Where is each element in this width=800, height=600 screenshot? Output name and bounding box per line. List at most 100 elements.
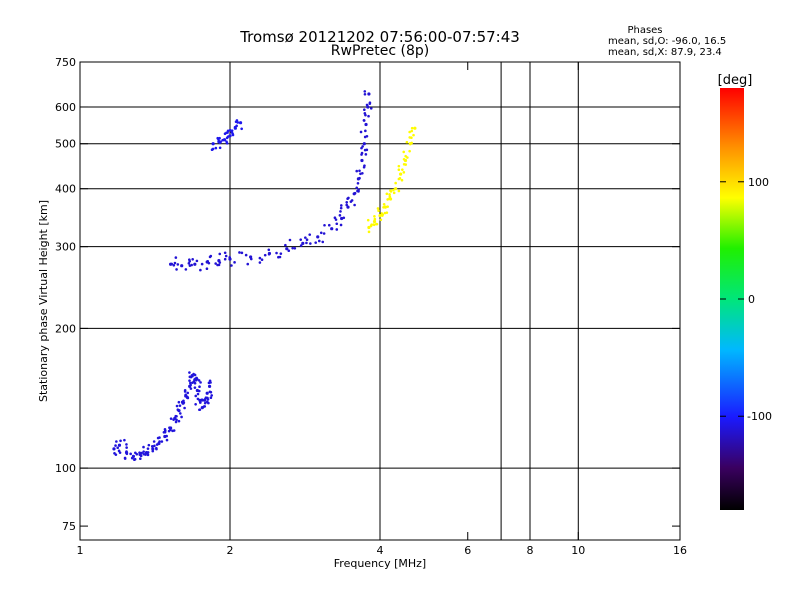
data-point-interp [186, 395, 189, 399]
data-point [124, 450, 129, 455]
data-point-interp [355, 186, 359, 190]
data-point-interp [174, 256, 178, 259]
data-point-interp [412, 133, 415, 137]
data-point [394, 187, 398, 191]
data-point-interp [206, 259, 210, 263]
data-point [356, 177, 360, 181]
data-point [205, 391, 209, 395]
data-point-interp [394, 181, 397, 185]
data-point-interp [221, 138, 224, 142]
data-point-interp [235, 119, 239, 122]
data-point-interp [392, 188, 395, 192]
data-point-interp [260, 258, 264, 262]
data-point-interp [375, 222, 378, 226]
data-point-interp [142, 450, 145, 453]
data-point-interp [333, 216, 337, 220]
data-point-interp [206, 396, 209, 400]
data-point-interp [187, 262, 191, 265]
data-point-interp [175, 268, 178, 271]
data-point-interp [189, 387, 193, 390]
data-point-interp [406, 156, 409, 159]
data-point-interp [155, 446, 158, 450]
data-point-interp [119, 439, 122, 443]
data-point [203, 398, 207, 402]
data-point-interp [361, 145, 364, 148]
x-tick-label: 2 [227, 544, 234, 557]
data-point-interp [380, 214, 384, 217]
data-point-interp [367, 114, 370, 118]
data-point-interp [345, 203, 349, 207]
data-point [352, 192, 356, 196]
data-point-interp [194, 402, 197, 406]
data-point-interp [346, 197, 349, 201]
data-point-interp [291, 246, 294, 250]
data-point-interp [214, 146, 218, 150]
data-point-interp [240, 127, 243, 131]
data-point-interp [401, 168, 404, 171]
data-point-interp [363, 90, 367, 93]
data-point-interp [380, 212, 384, 215]
data-point-interp [199, 268, 202, 272]
data-point-interp [278, 255, 282, 259]
data-point-interp [197, 379, 201, 382]
data-point-interp [183, 406, 186, 410]
data-point-interp [191, 257, 194, 261]
data-point-interp [180, 400, 184, 404]
data-point-interp [168, 426, 171, 430]
data-point-interp [402, 150, 406, 154]
data-point-interp [410, 136, 413, 140]
data-point [388, 197, 393, 201]
data-point-interp [376, 207, 380, 210]
data-point-interp [218, 146, 222, 150]
data-point-interp [158, 436, 161, 439]
data-point [372, 219, 377, 224]
data-point-interp [339, 210, 342, 213]
y-tick-label: 75 [62, 520, 76, 533]
data-point-interp [133, 457, 137, 461]
data-point-interp [211, 147, 215, 151]
data-point-interp [175, 404, 179, 408]
x-axis: 1 2 4 6 8 10 16 [77, 62, 687, 557]
data-point-interp [379, 218, 383, 222]
data-point-interp [129, 452, 132, 456]
data-point-interp [177, 400, 181, 404]
data-point-interp [228, 256, 232, 259]
data-point-interp [163, 430, 167, 434]
data-point-interp [146, 451, 150, 454]
data-point-interp [335, 222, 339, 226]
data-point-interp [397, 164, 401, 168]
data-point-interp [233, 261, 236, 264]
data-point-interp [117, 449, 121, 453]
data-point-interp [397, 189, 401, 193]
data-point-interp [217, 263, 221, 267]
data-point-interp [317, 239, 321, 243]
data-point-interp [219, 140, 222, 143]
data-point-interp [372, 223, 376, 226]
data-point-interp [349, 200, 353, 203]
data-point-interp [408, 130, 411, 134]
data-point-interp [201, 398, 204, 402]
y-tick-label: 400 [55, 183, 76, 196]
data-point-interp [249, 257, 253, 261]
data-point-interp [321, 240, 325, 244]
data-point-interp [357, 188, 360, 192]
data-point-interp [364, 153, 368, 156]
data-point-interp [397, 168, 401, 172]
data-point-interp [373, 217, 377, 221]
data-point-interp [236, 121, 240, 124]
data-point-interp [146, 447, 150, 450]
data-point [340, 216, 344, 221]
data-point-interp [147, 443, 151, 447]
data-point [367, 225, 371, 230]
data-point-interp [288, 238, 292, 242]
data-point-interp [142, 445, 145, 449]
data-point-interp [225, 140, 228, 143]
data-point-interp [388, 195, 392, 198]
data-point-interp [231, 133, 235, 137]
colorbar-label: [deg] [718, 73, 753, 88]
data-point-interp [174, 420, 178, 424]
data-point-interp [360, 153, 363, 156]
data-point-interp [305, 241, 308, 245]
data-point-interp [160, 440, 164, 443]
